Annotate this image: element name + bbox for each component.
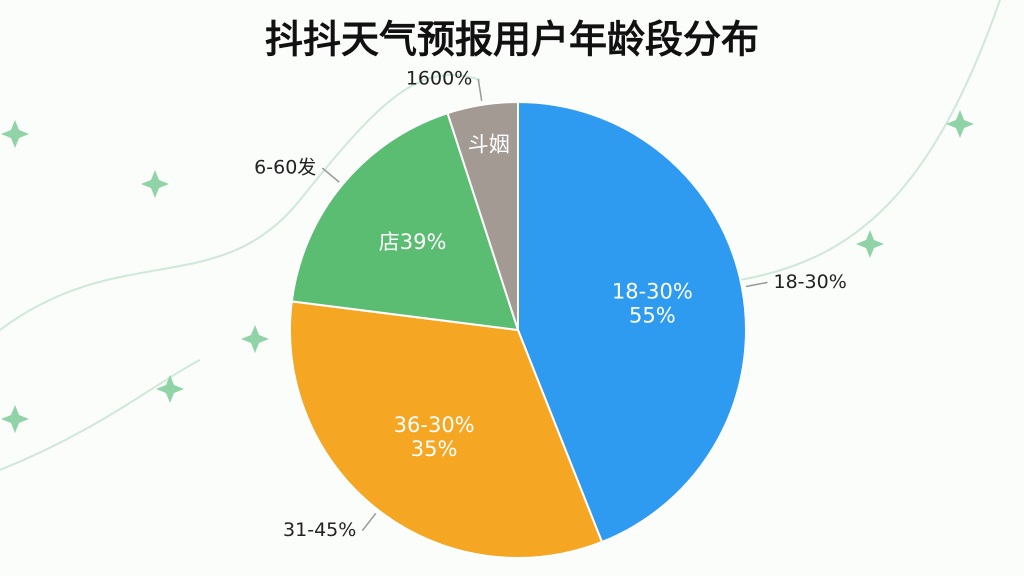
category-label: 18-30%	[774, 271, 847, 293]
chart-title: 抖抖天气预报用户年龄段分布	[265, 18, 759, 62]
leader-line	[361, 512, 377, 532]
category-label: 6-60发	[254, 157, 316, 179]
slice-label: 36-30%	[394, 413, 475, 437]
leader-line	[321, 167, 340, 183]
category-label: 31-45%	[283, 519, 356, 541]
leader-line	[477, 79, 483, 101]
slice-label: 35%	[411, 437, 458, 461]
pie-slice	[290, 111, 520, 332]
pie-slice	[446, 100, 519, 331]
pie-slice	[517, 100, 747, 544]
slice-label: 18-30%	[612, 279, 693, 303]
slice-label: 店39%	[379, 230, 447, 254]
slice-label: 55%	[629, 303, 676, 327]
leader-line	[745, 281, 768, 288]
pie-slice	[289, 300, 604, 559]
background-decor	[0, 0, 1001, 471]
sparkles	[1, 110, 974, 433]
category-label: 1600%	[406, 68, 472, 90]
slice-label: 斗姻	[468, 132, 510, 156]
